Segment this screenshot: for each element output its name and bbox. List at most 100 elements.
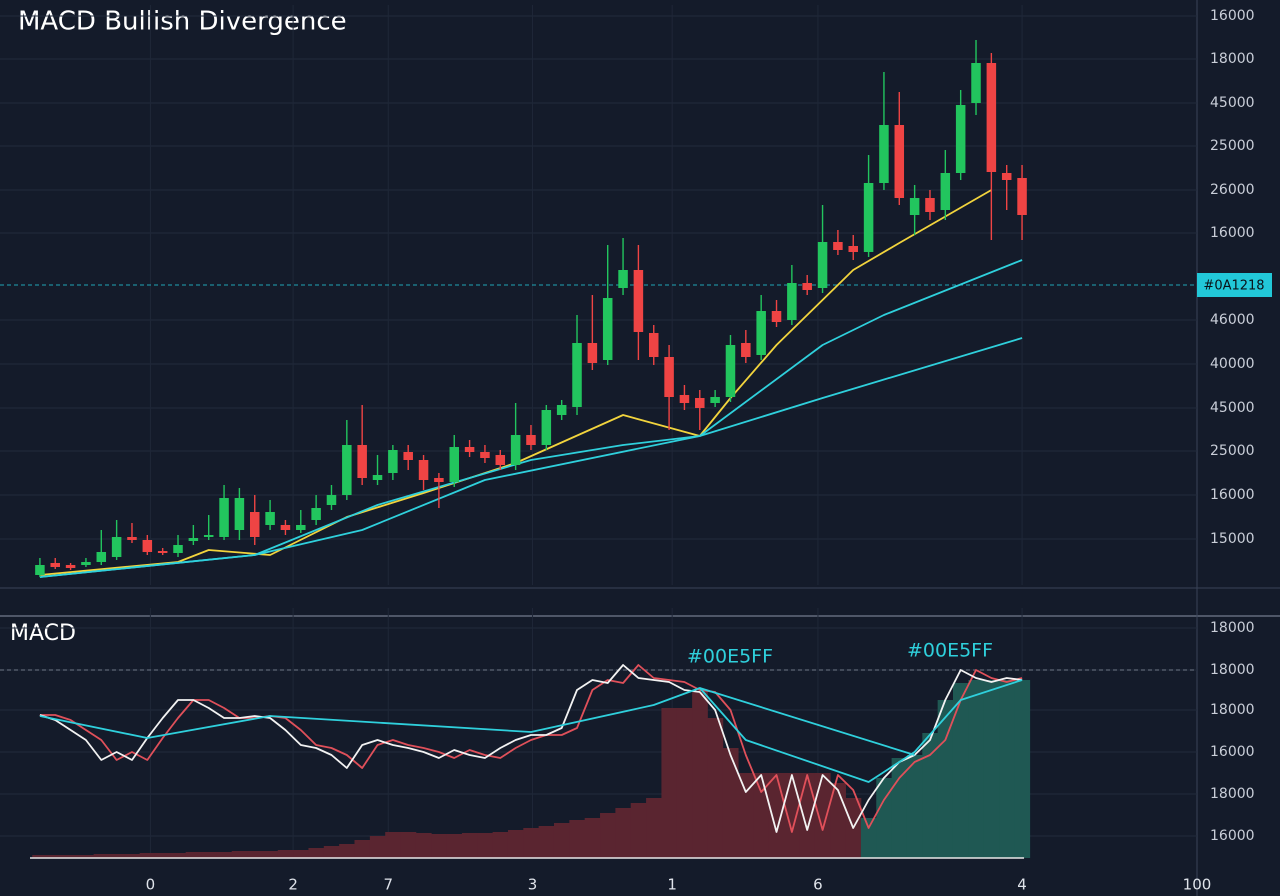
histogram-bar — [62, 855, 79, 858]
histogram-bar — [968, 680, 985, 858]
histogram-bar — [154, 853, 171, 858]
x-tick-label: 2 — [288, 876, 298, 894]
histogram-bar — [492, 832, 509, 858]
histogram-bar — [216, 852, 233, 858]
y-tick-label: 26000 — [1210, 182, 1255, 198]
candle-body — [848, 246, 859, 252]
histogram-bar — [93, 854, 110, 858]
histogram-bar — [584, 818, 601, 858]
histogram-bar — [738, 773, 754, 858]
candle-body — [741, 343, 751, 357]
candle-body — [618, 270, 628, 288]
candle-body — [96, 552, 107, 562]
candle-body — [219, 498, 229, 537]
candle-body — [157, 551, 168, 553]
candle-body — [50, 563, 61, 567]
histogram-bar — [1014, 680, 1031, 858]
candle-body — [572, 343, 582, 407]
candle-body — [127, 537, 137, 540]
candle-body — [587, 343, 598, 363]
y-tick-label: 15000 — [1210, 531, 1255, 547]
y-tick-label: 16000 — [1210, 8, 1255, 24]
x-tick-label: 7 — [383, 876, 393, 894]
histogram-bar — [139, 853, 156, 858]
line — [39, 664, 1023, 833]
histogram-bar — [247, 851, 263, 858]
histogram-bar — [600, 813, 616, 858]
histogram-bar — [538, 826, 555, 858]
histogram-bar — [32, 855, 48, 858]
histogram-bar — [231, 851, 248, 858]
candle-body — [296, 525, 306, 530]
candle-body — [909, 198, 920, 215]
histogram-bar — [860, 818, 877, 858]
candle-body — [35, 565, 45, 575]
histogram-bar — [768, 773, 785, 858]
candle-body — [449, 447, 460, 482]
histogram-bar — [692, 692, 708, 858]
histogram-bar — [799, 773, 816, 858]
candle-body — [556, 405, 567, 415]
histogram-bar — [431, 834, 447, 858]
candle-body — [280, 525, 291, 530]
candle-body — [771, 311, 782, 322]
candle-body — [249, 512, 260, 537]
candle-body — [664, 357, 674, 397]
candle-body — [725, 345, 736, 397]
candle-body — [526, 435, 536, 445]
candle-body — [925, 198, 935, 212]
y-tick-label: 18000 — [1210, 662, 1255, 678]
histogram-bar — [323, 846, 340, 858]
y-tick-label: 40000 — [1210, 356, 1255, 372]
candle-body — [648, 333, 659, 357]
histogram-bar — [646, 798, 662, 858]
annotation: #00E5FF — [687, 646, 773, 668]
histogram-bar — [784, 773, 800, 858]
histogram-bar — [569, 820, 586, 858]
line — [39, 259, 1023, 578]
candle-body — [787, 283, 797, 320]
histogram-bar — [78, 855, 95, 858]
panel: 18000 18000 18000 16000 18000 16000 0 2 7 3 1 6 4 100… — [0, 608, 1255, 894]
histogram-bar — [952, 683, 969, 858]
y-tick-label: 18000 — [1210, 702, 1255, 718]
histogram-bar — [170, 853, 187, 858]
candle-body — [326, 495, 337, 505]
histogram-bar — [722, 748, 739, 858]
histogram-bar — [477, 833, 494, 858]
histogram-bar — [385, 832, 401, 858]
candle-body — [81, 562, 91, 565]
candle-body — [342, 445, 352, 495]
histogram-bar — [308, 848, 325, 858]
candle-body — [1017, 178, 1027, 215]
histogram-bar — [400, 832, 417, 858]
candle-body — [372, 475, 383, 480]
histogram-bar — [108, 854, 125, 858]
line — [699, 687, 915, 756]
y-tick-label: 25000 — [1210, 443, 1255, 459]
histogram-bar — [523, 828, 540, 858]
histogram-bar — [906, 755, 923, 858]
candle-body — [879, 125, 889, 183]
histogram-bar — [339, 844, 355, 858]
candle-body — [833, 242, 843, 250]
candle-body — [111, 537, 122, 557]
candle-body — [679, 395, 690, 403]
x-tick-label: 3 — [528, 876, 538, 894]
price-tag-label: #0A1218 — [1203, 279, 1264, 294]
candle-body — [802, 283, 812, 290]
histogram-bar — [124, 854, 141, 858]
candle-body — [695, 398, 705, 408]
panel: 16000 18000 45000 25000 26000 16000 46000 40000… — [0, 5, 1272, 585]
y-tick-label: 18000 — [1210, 51, 1255, 67]
candle-body — [234, 498, 245, 530]
panel-title: MACD — [10, 621, 76, 646]
line — [39, 337, 1023, 578]
candle-body — [633, 270, 644, 332]
histogram-bar — [630, 803, 647, 858]
histogram-bar — [615, 808, 632, 858]
candle-body — [418, 460, 429, 480]
annotation: #00E5FF — [907, 640, 993, 662]
candle-body — [142, 540, 153, 552]
